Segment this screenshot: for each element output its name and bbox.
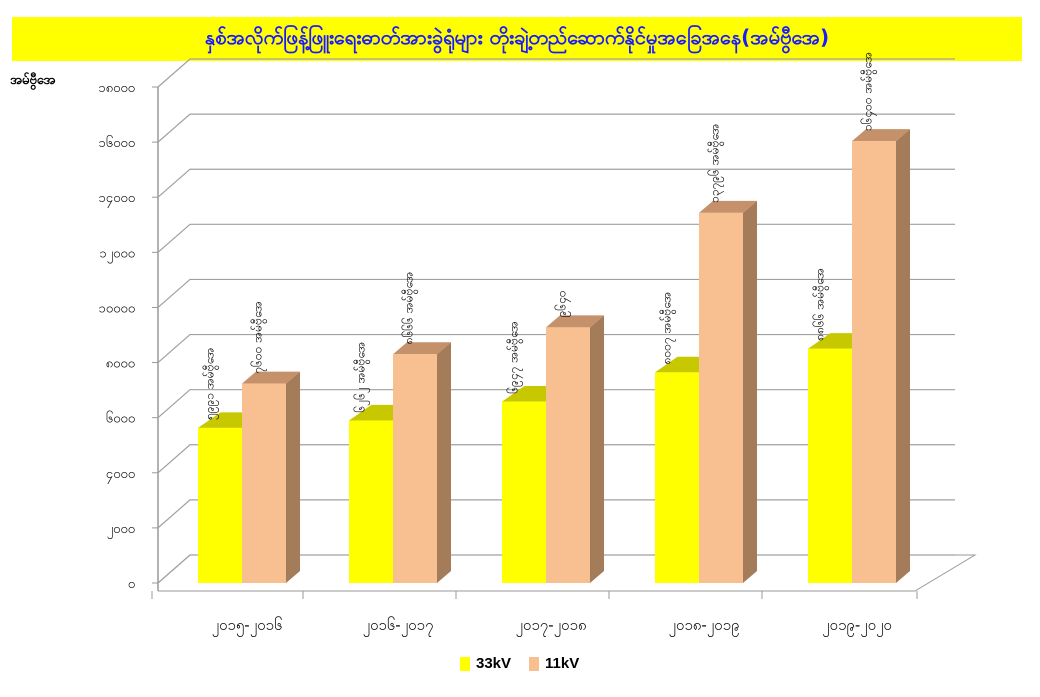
data-label: ၉၆၄၀ xyxy=(554,290,572,317)
gridline xyxy=(157,223,955,253)
data-label: ၈၈၆၆ အမ်ဗွီအေ xyxy=(812,268,830,341)
bar-11kv xyxy=(393,354,437,583)
legend-item-33kv: 33kV xyxy=(460,655,511,672)
bar-top-33kv xyxy=(198,412,256,428)
y-axis-label: အမ်ဗွီအေ xyxy=(10,73,56,88)
y-axis-ticks: ၀ ၂၀၀၀ ၄၀၀၀ ၆၀၀၀ ၈၀၀၀ ၁၀၀၀၀ ၁၂၀၀၀ ၁၄၀၀၀ ၁၆၀၀၀ ၁၈၀… xyxy=(98,81,135,592)
bar-side-11kv xyxy=(590,315,604,583)
bar-top-11kv xyxy=(393,342,451,355)
bar-side-11kv xyxy=(743,200,757,583)
bar-side-11kv xyxy=(437,342,451,583)
bar-33kv xyxy=(198,427,242,583)
x-tick-label: ၂၀၁၉-၂၀၂၀ xyxy=(822,616,892,637)
x-tick-label: ၂၀၁၈-၂၀၁၉ xyxy=(669,616,740,637)
bar-11kv xyxy=(546,327,590,583)
data-label: ၁၆၄၀၀ အမ်ဗွီအေ xyxy=(860,52,878,131)
data-label: ၆၉၄၇ အမ်ဗွီအေ xyxy=(506,321,524,394)
bar-33kv xyxy=(502,401,546,583)
bar-side-11kv xyxy=(896,129,910,584)
chart-title-banner: နှစ်အလိုက်ဖြန့်ဖြူးရေးဓာတ်အားခွဲရုံများ … xyxy=(12,17,1022,61)
y-tick-label: ၁၂၀၀၀ xyxy=(99,246,135,263)
y-tick-label: ၁၀၀၀၀ xyxy=(98,301,135,316)
legend-label-33kv: 33kV xyxy=(476,655,512,672)
x-tick-label: ၂၀၁၅-၂၀၁၆ xyxy=(212,616,283,637)
bar-11kv xyxy=(699,212,743,583)
gridline xyxy=(157,168,955,198)
y-tick-label: ၁၈၀၀၀ xyxy=(98,81,135,96)
bar-top-11kv xyxy=(699,200,757,213)
data-label: ၈၆၆၆ အမ်ဗွီအေ xyxy=(401,271,419,344)
y-tick-label: ၀ xyxy=(128,577,135,592)
bar-top-11kv xyxy=(546,315,604,328)
bar-11kv xyxy=(242,383,286,583)
legend-swatch-33kv xyxy=(460,656,470,671)
bar-side-11kv xyxy=(286,371,300,583)
legend: 33kV 11kV xyxy=(460,655,579,672)
x-axis-labels: ၂၀၁၅-၂၀၁၆ ၂၀၁၆-၂၀၁၇ ၂၀၁၇-၂၀၁၈ ၂၀၁၈-၂၀၁၉ ၂၀၁၉… xyxy=(151,591,918,637)
legend-item-11kv: 11kV xyxy=(529,655,579,672)
data-labels: ၅၉၉၁ အမ်ဗွီအေ ၇၆၀၀ အမ်ဗွီအေ၆၂၆၂ အမ်ဗွီအေ ၈… xyxy=(202,52,878,420)
chart-title: နှစ်အလိုက်ဖြန့်ဖြူးရေးဓာတ်အားခွဲရုံများ … xyxy=(204,25,830,49)
data-label: ၅၉၉၁ အမ်ဗွီအေ xyxy=(202,347,220,420)
bar-11kv xyxy=(852,141,896,584)
bar-top-33kv xyxy=(349,404,407,421)
bar-top-33kv xyxy=(502,385,560,402)
data-label: ၈၀၀၇ အမ်ဗွီအေ xyxy=(659,292,677,365)
bar-top-11kv xyxy=(242,371,300,384)
x-tick-label: ၂၀၁၆-၂၀၁၇ xyxy=(363,616,434,637)
data-label: ၁၃၇၉၆ အမ်ဗွီအေ xyxy=(707,123,725,202)
y-tick-label: ၄၀၀၀ xyxy=(106,467,135,484)
y-tick-label: ၂၀၀၀ xyxy=(107,522,135,539)
y-tick-label: ၆၀၀၀ xyxy=(106,411,135,427)
gridline xyxy=(157,113,955,143)
bar-top-11kv xyxy=(852,129,910,142)
data-label: ၇၆၀၀ အမ်ဗွီအေ xyxy=(250,301,268,374)
y-tick-label: ၁၄၀၀၀ xyxy=(98,191,135,208)
bars xyxy=(198,129,910,584)
x-tick-label: ၂၀၁၇-၂၀၁၈ xyxy=(516,616,587,637)
bar-top-33kv xyxy=(808,333,866,349)
legend-swatch-11kv xyxy=(529,656,540,671)
gridline xyxy=(157,58,955,88)
bar-33kv xyxy=(349,420,393,583)
data-label: ၆၂၆၂ အမ်ဗွီအေ xyxy=(353,342,371,413)
bar-33kv xyxy=(808,348,852,583)
legend-label-11kv: 11kV xyxy=(545,655,580,672)
bar-33kv xyxy=(655,372,699,583)
y-tick-label: ၈၀၀၀ xyxy=(106,357,135,372)
y-tick-label: ၁၆၀၀၀ xyxy=(98,135,135,151)
bar-top-33kv xyxy=(655,356,713,373)
